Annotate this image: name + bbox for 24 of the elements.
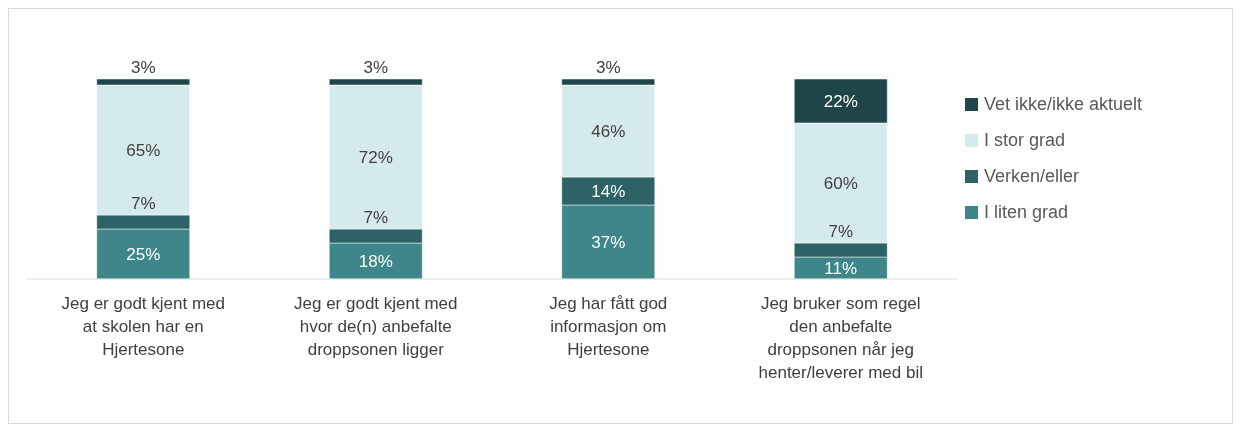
data-label: 3% xyxy=(595,58,621,77)
data-label: 7% xyxy=(130,194,156,213)
legend-label: I liten grad xyxy=(984,201,1069,223)
x-tick-label: Jeg er godt kjent med at skolen har en Hjertesone xyxy=(61,294,225,359)
legend-label: Vet ikke/ikke aktuelt xyxy=(984,93,1143,115)
x-tick-label: Jeg er godt kjent med hvor de(n) anbefalte droppsonen ligger xyxy=(294,294,458,359)
data-label: 7% xyxy=(828,222,854,241)
data-label: 65% xyxy=(126,141,161,160)
data-label: 22% xyxy=(823,92,858,111)
data-label: 7% xyxy=(363,208,389,227)
legend-label: Verken/eller xyxy=(984,165,1080,187)
x-tick-label: Jeg har fått god informasjon om Hjertesone xyxy=(549,294,668,359)
data-label: 3% xyxy=(363,58,389,77)
legend-label: I stor grad xyxy=(984,129,1066,151)
data-label: 18% xyxy=(358,252,393,271)
data-label: 3% xyxy=(130,58,156,77)
data-label: 14% xyxy=(591,182,626,201)
data-label: 72% xyxy=(358,148,393,167)
data-label: 25% xyxy=(126,245,161,264)
data-label: 46% xyxy=(591,122,626,141)
data-label: 11% xyxy=(824,259,858,278)
data-label: 37% xyxy=(591,233,626,252)
x-tick-label: Jeg bruker som regel den anbefalte droppsonen når jeg henter/leverer med bil xyxy=(758,294,923,382)
data-label: 60% xyxy=(823,174,858,193)
